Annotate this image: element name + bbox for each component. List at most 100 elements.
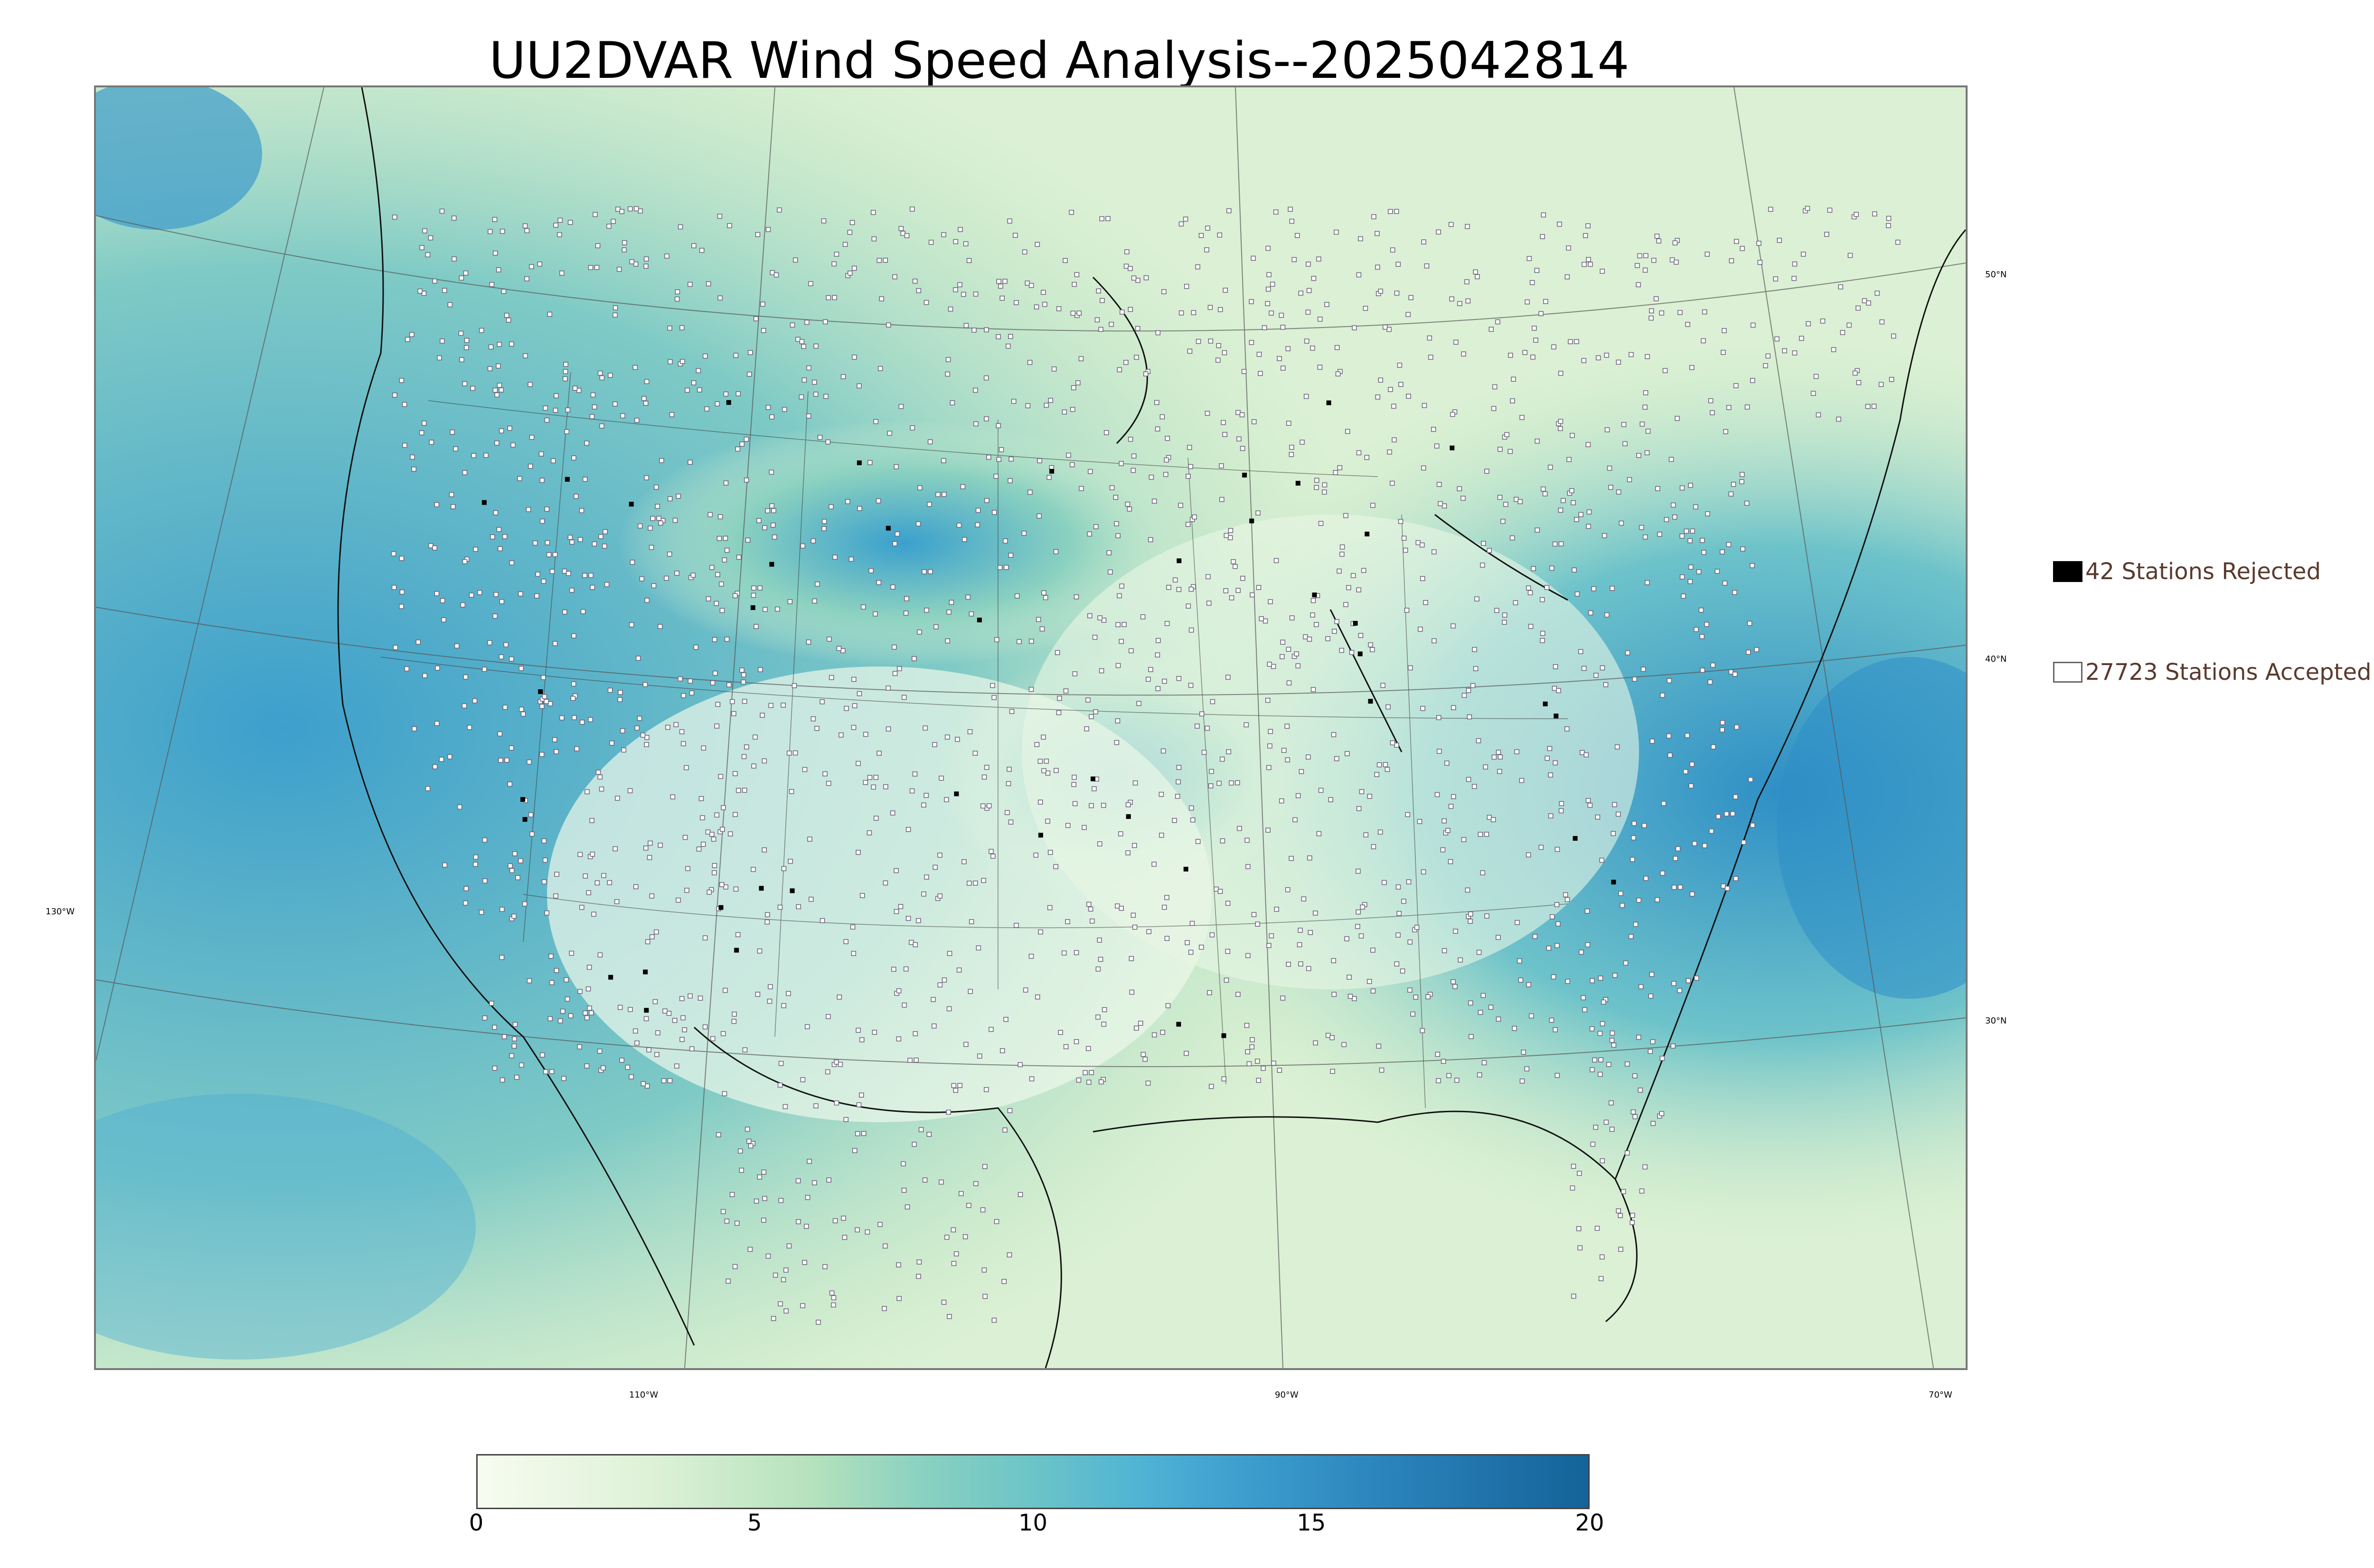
accepted-station-marker (432, 278, 437, 284)
accepted-station-marker (1704, 622, 1709, 627)
accepted-station-marker (511, 913, 517, 919)
accepted-station-marker (1401, 535, 1407, 541)
accepted-station-marker (463, 900, 468, 906)
accepted-station-marker (968, 989, 973, 994)
accepted-station-marker (492, 387, 498, 393)
accepted-station-marker (462, 703, 467, 709)
accepted-station-marker (545, 540, 550, 545)
accepted-station-marker (680, 1015, 686, 1021)
accepted-station-marker (805, 1195, 810, 1200)
accepted-station-marker (1371, 844, 1376, 849)
accepted-station-marker (1297, 942, 1302, 948)
accepted-station-marker (1298, 928, 1303, 933)
accepted-station-marker (1146, 929, 1152, 934)
accepted-station-marker (723, 535, 728, 541)
accepted-station-marker (1660, 693, 1665, 698)
accepted-station-marker (1261, 1066, 1266, 1071)
accepted-station-marker (1533, 338, 1538, 343)
accepted-station-marker (1792, 261, 1798, 267)
accepted-station-marker (724, 547, 730, 553)
accepted-station-marker (1500, 518, 1506, 524)
accepted-station-marker (510, 442, 516, 448)
accepted-station-marker (1600, 1158, 1605, 1164)
accepted-station-marker (1138, 1021, 1143, 1026)
rejected-station-marker (522, 817, 528, 822)
accepted-station-marker (781, 866, 787, 872)
accepted-station-marker (1582, 1007, 1587, 1013)
accepted-station-marker (942, 977, 947, 983)
accepted-station-marker (499, 387, 504, 393)
accepted-station-marker (986, 454, 991, 460)
accepted-station-marker (1702, 309, 1707, 315)
accepted-station-marker (975, 507, 981, 513)
accepted-station-marker (1127, 506, 1132, 512)
accepted-station-marker (1317, 365, 1323, 370)
accepted-station-marker (1756, 241, 1762, 246)
accepted-station-marker (1072, 282, 1077, 287)
accepted-station-marker (746, 371, 752, 377)
accepted-station-marker (1330, 1069, 1335, 1074)
accepted-station-marker (763, 607, 768, 612)
accepted-station-marker (834, 252, 839, 257)
accepted-station-marker (1655, 486, 1660, 491)
accepted-station-marker (1624, 1061, 1630, 1067)
accepted-station-marker (1155, 686, 1161, 691)
accepted-station-marker (890, 584, 895, 590)
wind-speed-map[interactable] (94, 85, 1968, 1370)
accepted-station-marker (1008, 334, 1013, 339)
accepted-station-marker (1183, 216, 1188, 222)
accepted-station-marker (758, 667, 763, 672)
accepted-station-marker (857, 691, 862, 696)
accepted-station-marker (770, 522, 776, 528)
accepted-station-marker (986, 803, 992, 808)
accepted-station-marker (554, 968, 559, 973)
accepted-station-marker (1131, 453, 1137, 459)
accepted-station-marker (1109, 321, 1114, 327)
accepted-station-marker (615, 796, 620, 801)
accepted-station-marker (1154, 400, 1159, 405)
accepted-station-marker (821, 218, 827, 224)
accepted-station-marker (923, 300, 929, 305)
accepted-station-marker (502, 1034, 507, 1040)
accepted-station-marker (548, 953, 554, 959)
accepted-station-marker (665, 724, 670, 730)
accepted-station-marker (1688, 783, 1694, 789)
accepted-station-marker (1028, 954, 1034, 959)
accepted-station-marker (462, 470, 468, 475)
accepted-station-marker (441, 617, 446, 622)
accepted-station-marker (1417, 819, 1423, 824)
accepted-station-marker (685, 387, 690, 393)
accepted-station-marker (675, 289, 680, 295)
accepted-station-marker (1689, 761, 1695, 767)
accepted-station-marker (709, 565, 715, 570)
accepted-station-marker (580, 609, 586, 614)
accepted-station-marker (1380, 683, 1385, 688)
accepted-station-marker (742, 1047, 748, 1052)
accepted-station-marker (1707, 679, 1713, 685)
accepted-station-marker (1607, 465, 1612, 471)
accepted-station-marker (1103, 430, 1109, 435)
accepted-station-marker (1057, 695, 1062, 701)
accepted-station-marker (1488, 1005, 1494, 1010)
accepted-station-marker (712, 863, 717, 868)
accepted-station-marker (509, 868, 515, 873)
accepted-station-marker (499, 228, 505, 234)
accepted-station-marker (882, 1306, 887, 1311)
accepted-station-marker (1003, 538, 1008, 544)
accepted-station-marker (557, 232, 562, 237)
accepted-station-marker (1891, 333, 1896, 339)
accepted-station-marker (1820, 318, 1826, 324)
accepted-station-marker (777, 1082, 783, 1088)
accepted-station-marker (1280, 325, 1286, 330)
accepted-station-marker (795, 1178, 801, 1183)
accepted-station-marker (674, 571, 679, 576)
accepted-station-marker (1155, 652, 1160, 657)
accepted-station-marker (1086, 1080, 1092, 1085)
accepted-station-marker (1364, 455, 1370, 460)
accepted-station-marker (1693, 504, 1698, 510)
accepted-station-marker (951, 1261, 957, 1266)
accepted-station-marker (792, 750, 798, 756)
accepted-station-marker (646, 1047, 651, 1052)
accepted-station-marker (1806, 321, 1811, 327)
accepted-station-marker (1475, 274, 1480, 280)
